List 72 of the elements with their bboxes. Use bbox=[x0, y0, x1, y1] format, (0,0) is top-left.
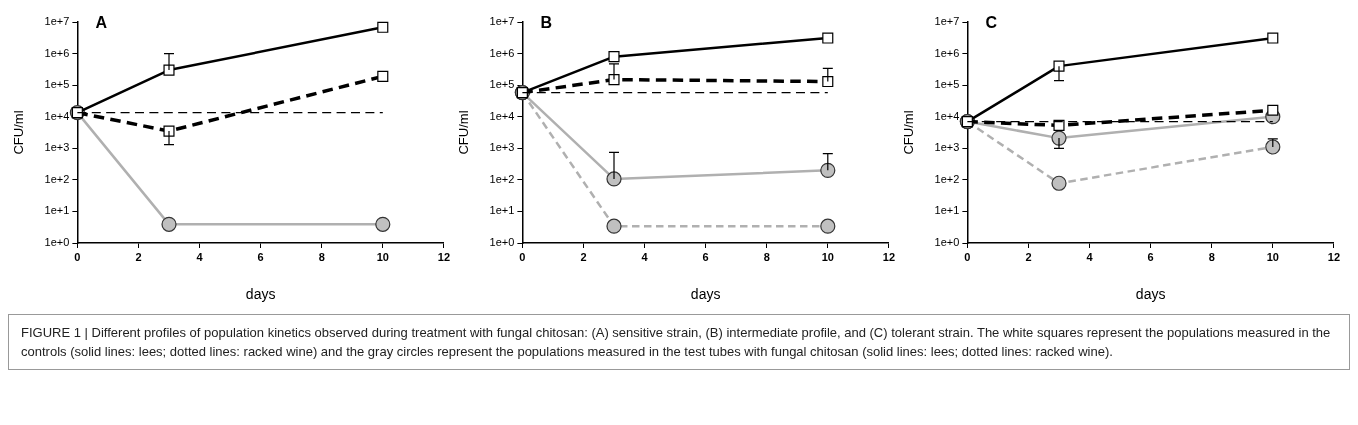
x-tick-label: 0 bbox=[74, 250, 81, 263]
x-tick-label: 8 bbox=[318, 250, 325, 263]
point bbox=[606, 171, 622, 187]
point bbox=[377, 70, 389, 82]
y-tick-label: 1e+2 bbox=[44, 172, 70, 185]
y-axis-title: CFU/ml bbox=[456, 110, 472, 155]
x-tick-label: 12 bbox=[1327, 250, 1341, 263]
x-tick-label: 2 bbox=[580, 250, 587, 263]
x-tick-label: 8 bbox=[763, 250, 770, 263]
x-tick-label: 6 bbox=[702, 250, 709, 263]
chart-title: B bbox=[540, 14, 552, 32]
y-tick-label: 1e+5 bbox=[934, 78, 960, 91]
y-tick-label: 1e+3 bbox=[934, 141, 960, 154]
x-tick-label: 12 bbox=[437, 250, 451, 263]
point bbox=[1267, 104, 1279, 116]
point bbox=[1265, 139, 1281, 155]
x-tick-label: 0 bbox=[964, 250, 971, 263]
y-tick-label: 1e+1 bbox=[934, 204, 960, 217]
point bbox=[606, 218, 622, 234]
point bbox=[822, 76, 834, 88]
x-tick-label: 10 bbox=[1266, 250, 1279, 263]
y-tick-label: 1e+1 bbox=[489, 204, 515, 217]
x-tick-label: 2 bbox=[135, 250, 142, 263]
point bbox=[1051, 175, 1067, 191]
y-tick-label: 1e+7 bbox=[44, 15, 70, 28]
chart-title: A bbox=[95, 14, 108, 32]
point bbox=[377, 21, 389, 33]
y-tick-label: 1e+6 bbox=[44, 46, 70, 59]
x-tick-label: 2 bbox=[1025, 250, 1032, 263]
point bbox=[820, 162, 836, 178]
x-axis-title: days bbox=[245, 286, 276, 303]
y-tick-label: 1e+4 bbox=[489, 109, 515, 122]
point bbox=[161, 216, 177, 232]
point bbox=[822, 32, 834, 44]
y-axis-title: CFU/ml bbox=[11, 110, 27, 155]
y-tick-label: 1e+0 bbox=[489, 236, 515, 249]
x-tick-label: 10 bbox=[821, 250, 834, 263]
y-tick-label: 1e+5 bbox=[44, 78, 70, 91]
chart-title: C bbox=[985, 14, 998, 32]
x-tick-label: 6 bbox=[257, 250, 264, 263]
y-tick-label: 1e+7 bbox=[489, 15, 515, 28]
x-axis-title: days bbox=[690, 286, 721, 303]
y-tick-label: 1e+4 bbox=[934, 109, 960, 122]
y-tick-label: 1e+6 bbox=[489, 46, 515, 59]
x-tick-label: 4 bbox=[1086, 250, 1094, 263]
point bbox=[820, 218, 836, 234]
caption: FIGURE 1 | Different profiles of population kinetics observed during treatment with fungal chitosan: (A) sensitive strain, (B) intermediate profile, and (C) tolerant strain. The white squares represent the populations measured in the controls (solid lines: lees; dotted lines: racked wine) and the gray circles represent the populations measured in the test tubes with fungal chitosan (solid lines: lees; dotted lines: racked wine). bbox=[8, 314, 1350, 370]
x-tick-label: 8 bbox=[1208, 250, 1215, 263]
x-axis-title: days bbox=[1135, 286, 1166, 303]
x-tick-label: 4 bbox=[196, 250, 204, 263]
x-tick-label: 10 bbox=[376, 250, 389, 263]
point bbox=[1267, 32, 1279, 44]
y-tick-label: 1e+2 bbox=[489, 172, 515, 185]
y-tick-label: 1e+6 bbox=[934, 46, 960, 59]
x-tick-label: 12 bbox=[882, 250, 896, 263]
point bbox=[608, 51, 620, 63]
y-tick-label: 1e+0 bbox=[44, 236, 70, 249]
y-tick-label: 1e+7 bbox=[934, 15, 960, 28]
y-tick-label: 1e+1 bbox=[44, 204, 70, 217]
y-tick-label: 1e+2 bbox=[934, 172, 960, 185]
x-tick-label: 6 bbox=[1147, 250, 1154, 263]
y-tick-label: 1e+0 bbox=[934, 236, 960, 249]
y-tick-label: 1e+4 bbox=[44, 109, 70, 122]
point bbox=[1051, 130, 1067, 146]
y-tick-label: 1e+3 bbox=[489, 141, 515, 154]
point bbox=[375, 216, 391, 232]
point bbox=[1053, 119, 1065, 131]
y-tick-label: 1e+3 bbox=[44, 141, 70, 154]
y-tick-label: 1e+5 bbox=[489, 78, 515, 91]
y-axis-title: CFU/ml bbox=[901, 110, 917, 155]
x-tick-label: 0 bbox=[519, 250, 526, 263]
x-tick-label: 4 bbox=[641, 250, 649, 263]
